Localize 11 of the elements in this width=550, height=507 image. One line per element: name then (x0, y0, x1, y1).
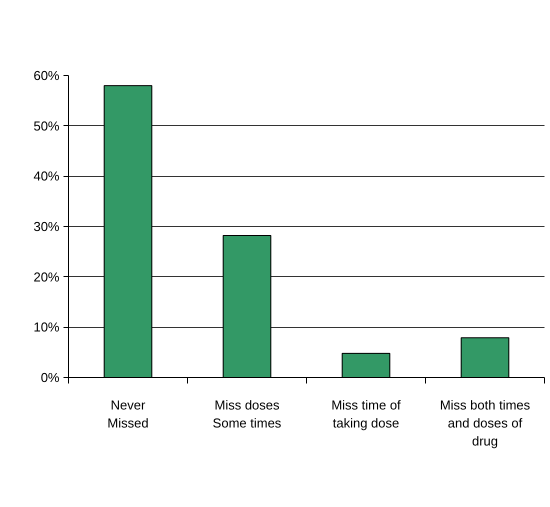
y-tick-label: 30% (33, 219, 60, 234)
y-tick-label: 50% (33, 118, 60, 134)
y-tick-label: 10% (33, 320, 60, 335)
x-tick-label: Miss both times and doses of drug (440, 398, 531, 448)
y-tick-label: 40% (33, 168, 60, 184)
y-tick-label: 60% (33, 68, 60, 83)
y-tick-label: 0% (40, 370, 60, 385)
x-tick-label: Miss time of taking dose (331, 398, 402, 430)
y-tick-label: 20% (33, 269, 60, 284)
x-tick-label: Never Missed (107, 398, 149, 430)
x-tick-label: Miss doses Some times (212, 398, 282, 430)
